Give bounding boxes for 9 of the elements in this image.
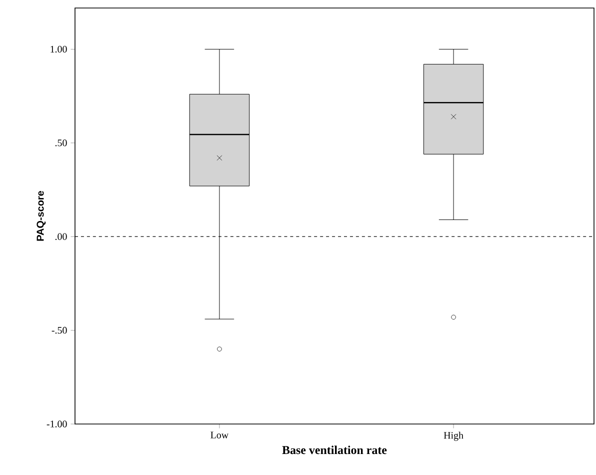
x-tick-label: High: [444, 432, 464, 441]
y-tick-label: .00: [55, 233, 67, 240]
y-tick-label: -1.00: [46, 420, 67, 428]
y-tick-label: 1.00: [50, 46, 67, 53]
y-axis-title: PAQ-score: [36, 190, 46, 241]
x-axis-title: Base ventilation rate: [282, 446, 387, 454]
y-tick-label: .50: [55, 140, 67, 146]
y-tick-label: -.50: [52, 326, 67, 334]
x-tick-label: Low: [210, 432, 229, 438]
